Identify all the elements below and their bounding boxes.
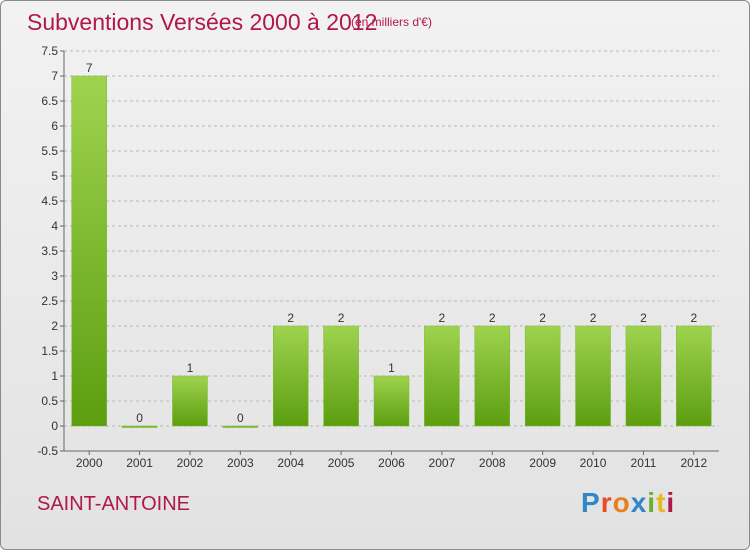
value-label: 2 [640, 311, 647, 325]
value-label: 2 [539, 311, 546, 325]
x-tick-label: 2001 [126, 456, 153, 470]
x-tick-label: 2004 [277, 456, 304, 470]
bar [323, 325, 359, 427]
x-tick-label: 2002 [177, 456, 204, 470]
bar [676, 325, 712, 427]
value-label: 1 [388, 361, 395, 375]
bar [71, 75, 107, 427]
y-tick-label: 2 [51, 319, 58, 333]
y-tick-label: 3.5 [41, 244, 58, 258]
value-label: 0 [136, 411, 143, 425]
bar [222, 425, 259, 428]
bar [474, 325, 511, 427]
bar [424, 325, 460, 427]
y-tick-label: 0.5 [41, 394, 58, 408]
x-tick-label: 2000 [76, 456, 103, 470]
x-tick-label: 2007 [429, 456, 456, 470]
x-tick-label: 2010 [580, 456, 607, 470]
x-tick-label: 2011 [631, 456, 657, 470]
value-label: 2 [690, 311, 697, 325]
chart-title: Subventions Versées 2000 à 2012 [27, 9, 378, 35]
bar [524, 325, 561, 427]
bar [575, 325, 611, 427]
y-tick-label: 1.5 [41, 344, 58, 358]
bar [121, 425, 158, 428]
bar [172, 375, 208, 427]
bar [373, 375, 410, 427]
x-tick-label: 2008 [479, 456, 506, 470]
x-tick-label: 2005 [328, 456, 355, 470]
y-tick-label: 3 [51, 269, 58, 283]
y-tick-label: 5 [51, 169, 58, 183]
chart-subtitle: (en milliers d'€) [351, 15, 432, 29]
value-label: 7 [86, 61, 93, 75]
value-label: 2 [590, 311, 597, 325]
y-tick-label: -0.5 [37, 444, 58, 458]
y-tick-label: 1 [51, 369, 58, 383]
value-label: 0 [237, 411, 244, 425]
x-tick-label: 2009 [529, 456, 556, 470]
commune-name: SAINT-ANTOINE [37, 493, 190, 515]
y-tick-label: 7.5 [41, 44, 58, 58]
proxiti-logo[interactable]: Proxiti [581, 487, 676, 518]
y-tick-label: 4 [51, 219, 58, 233]
bar [272, 325, 309, 427]
y-tick-label: 6 [51, 119, 58, 133]
y-tick-label: 6.5 [41, 94, 58, 108]
y-tick-label: 2.5 [41, 294, 58, 308]
value-label: 2 [439, 311, 446, 325]
value-label: 2 [489, 311, 496, 325]
y-tick-label: 0 [51, 419, 58, 433]
y-tick-label: 5.5 [41, 144, 58, 158]
x-tick-label: 2012 [680, 456, 707, 470]
value-label: 2 [287, 311, 294, 325]
x-tick-label: 2003 [227, 456, 254, 470]
value-label: 1 [187, 361, 194, 375]
bar [625, 325, 662, 427]
x-tick-label: 2006 [378, 456, 405, 470]
y-tick-label: 7 [51, 69, 58, 83]
y-tick-label: 4.5 [41, 194, 58, 208]
value-label: 2 [338, 311, 345, 325]
